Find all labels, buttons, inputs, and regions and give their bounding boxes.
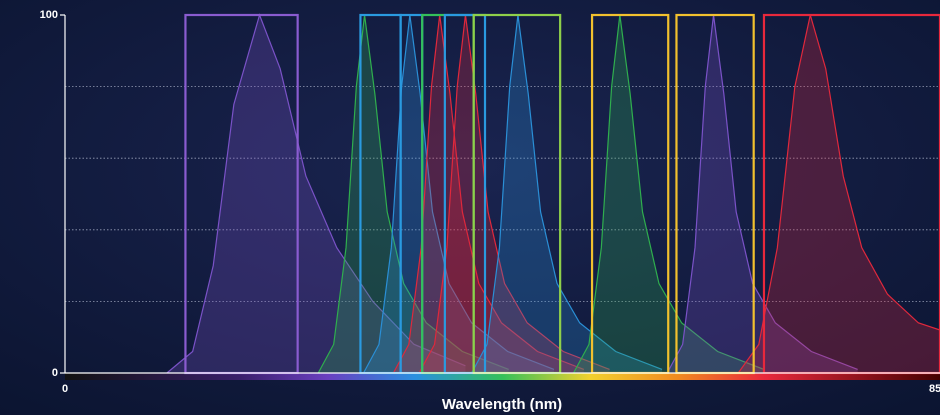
y-tick-label: 100 xyxy=(40,9,58,21)
x-tick-label: 0 xyxy=(62,383,68,395)
x-axis-label: Wavelength (nm) xyxy=(442,396,562,413)
chart: Wavelength (nm) 0 100 0 850 xyxy=(0,0,940,415)
y-tick-label: 0 xyxy=(52,367,58,379)
x-tick-label: 850 xyxy=(929,383,940,395)
